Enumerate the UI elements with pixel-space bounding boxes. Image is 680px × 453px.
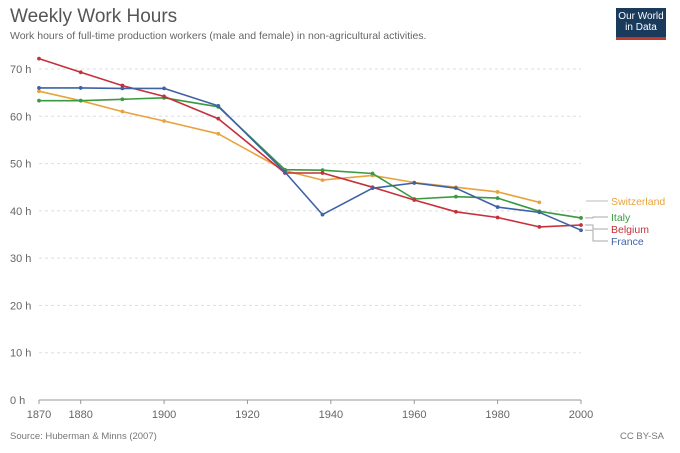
data-point[interactable] bbox=[495, 196, 500, 200]
y-tick-label: 60 h bbox=[10, 111, 31, 123]
y-tick-label: 40 h bbox=[10, 206, 31, 218]
data-point[interactable] bbox=[454, 194, 458, 199]
data-point[interactable] bbox=[495, 205, 500, 209]
legend-item-switzerland[interactable]: Switzerland bbox=[586, 196, 665, 208]
legend-label[interactable]: Switzerland bbox=[611, 196, 665, 208]
y-tick-label: 30 h bbox=[10, 253, 31, 265]
series-line[interactable] bbox=[38, 57, 582, 228]
series-france[interactable] bbox=[37, 86, 583, 233]
x-tick-label: 1980 bbox=[485, 409, 509, 421]
chart-subtitle: Work hours of full-time production worke… bbox=[10, 30, 427, 42]
series-line[interactable] bbox=[38, 90, 540, 204]
x-tick-label: 1940 bbox=[319, 409, 343, 421]
chart-title: Weekly Work Hours bbox=[10, 6, 178, 27]
data-point[interactable] bbox=[412, 181, 417, 185]
data-point[interactable] bbox=[162, 119, 166, 123]
data-point[interactable] bbox=[120, 86, 125, 91]
data-point[interactable] bbox=[120, 109, 125, 114]
data-point[interactable] bbox=[495, 215, 500, 220]
chart-series-lines bbox=[37, 56, 583, 233]
x-tick-label: 1900 bbox=[152, 409, 176, 421]
data-point[interactable] bbox=[537, 210, 542, 215]
data-point[interactable] bbox=[78, 86, 83, 90]
x-tick-label: 1920 bbox=[235, 409, 259, 421]
legend-item-france[interactable]: France bbox=[585, 229, 644, 248]
y-axis-ticks: 0 h 10 h 20 h 30 h 40 h 50 h 60 h 70 h bbox=[10, 64, 31, 407]
license-label[interactable]: CC BY-SA bbox=[620, 431, 664, 442]
y-tick-label: 70 h bbox=[10, 64, 31, 76]
x-axis-ticks: 1870 1880 1900 1920 1940 1960 1980 2000 bbox=[27, 400, 593, 421]
data-point[interactable] bbox=[37, 89, 41, 94]
data-point[interactable] bbox=[537, 200, 542, 205]
data-point[interactable] bbox=[162, 86, 166, 91]
data-point[interactable] bbox=[454, 186, 458, 191]
legend-connector bbox=[585, 224, 608, 230]
legend-connector bbox=[585, 229, 608, 242]
data-point[interactable] bbox=[216, 116, 221, 121]
y-tick-label: 50 h bbox=[10, 159, 31, 171]
data-point[interactable] bbox=[370, 171, 375, 176]
owid-logo[interactable]: Our World in Data bbox=[616, 8, 666, 40]
data-point[interactable] bbox=[579, 223, 583, 227]
legend-label[interactable]: Belgium bbox=[611, 224, 649, 236]
data-point[interactable] bbox=[320, 212, 325, 217]
x-tick-label: 1960 bbox=[402, 409, 426, 421]
data-point[interactable] bbox=[579, 216, 583, 220]
data-point[interactable] bbox=[37, 56, 41, 61]
data-point[interactable] bbox=[495, 190, 500, 194]
data-point[interactable] bbox=[537, 225, 542, 229]
legend-label[interactable]: Italy bbox=[611, 212, 631, 224]
data-point[interactable] bbox=[216, 131, 221, 136]
source-note[interactable]: Source: Huberman & Minns (2007) bbox=[10, 431, 157, 442]
legend-item-italy[interactable]: Italy bbox=[585, 212, 631, 224]
series-line[interactable] bbox=[39, 87, 582, 231]
series-belgium[interactable] bbox=[37, 56, 583, 229]
data-point[interactable] bbox=[579, 228, 583, 233]
legend-item-belgium[interactable]: Belgium bbox=[585, 224, 649, 236]
data-point[interactable] bbox=[370, 186, 375, 191]
data-point[interactable] bbox=[162, 94, 166, 99]
legend-label[interactable]: France bbox=[611, 236, 644, 248]
y-tick-label: 0 h bbox=[10, 395, 25, 407]
data-point[interactable] bbox=[37, 98, 41, 103]
data-point[interactable] bbox=[283, 170, 287, 174]
data-point[interactable] bbox=[320, 178, 325, 183]
x-tick-label: 1870 bbox=[27, 409, 51, 421]
data-point[interactable] bbox=[37, 86, 41, 90]
data-point[interactable] bbox=[320, 168, 325, 173]
data-point[interactable] bbox=[120, 83, 125, 88]
x-tick-label: 1880 bbox=[68, 409, 92, 421]
y-tick-label: 10 h bbox=[10, 348, 31, 360]
data-point[interactable] bbox=[412, 198, 417, 202]
data-point[interactable] bbox=[454, 209, 458, 214]
x-tick-label: 2000 bbox=[569, 409, 593, 421]
chart-gridlines bbox=[39, 68, 581, 401]
series-switzerland[interactable] bbox=[37, 89, 542, 205]
data-point[interactable] bbox=[320, 171, 325, 175]
data-point[interactable] bbox=[120, 97, 125, 102]
data-point[interactable] bbox=[78, 70, 83, 75]
data-point[interactable] bbox=[216, 103, 221, 108]
y-tick-label: 20 h bbox=[10, 300, 31, 312]
data-point[interactable] bbox=[78, 98, 83, 103]
legend-connector bbox=[585, 216, 608, 219]
